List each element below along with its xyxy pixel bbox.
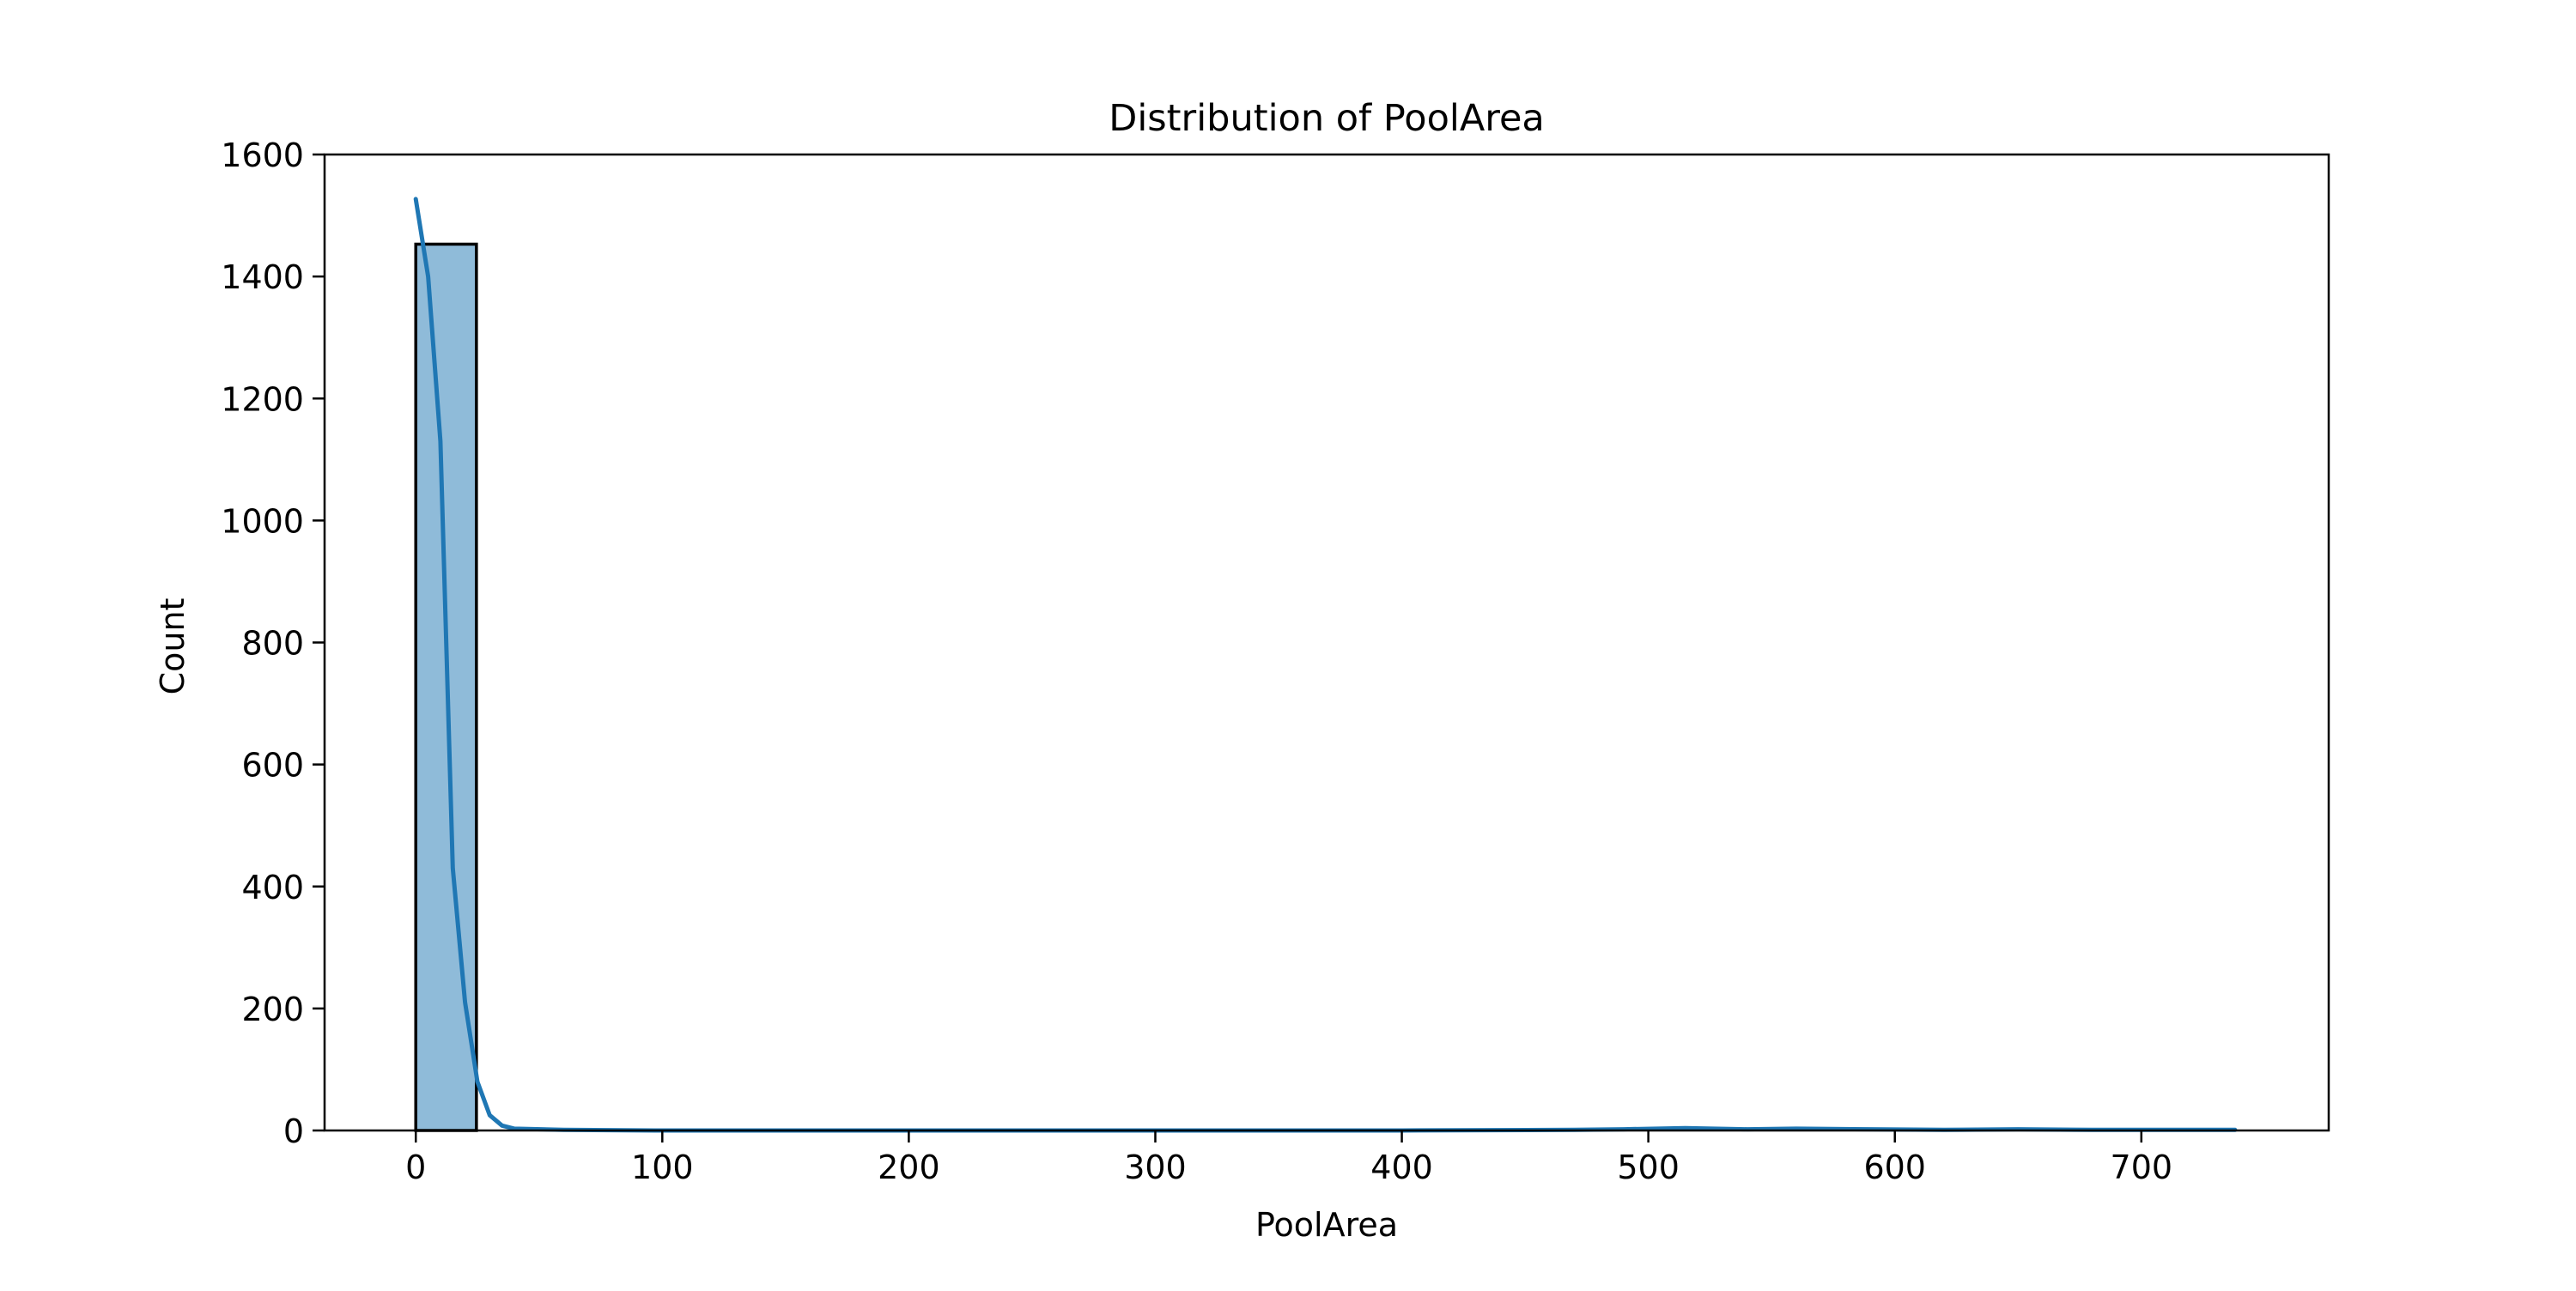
- x-tick-label: 300: [1124, 1149, 1187, 1186]
- x-axis-label: PoolArea: [1255, 1206, 1398, 1244]
- x-tick-label: 500: [1617, 1149, 1680, 1186]
- y-tick-label: 600: [241, 747, 304, 785]
- kde-line: [413, 197, 2238, 1133]
- x-tick-label: 400: [1370, 1149, 1433, 1186]
- y-tick-label: 0: [283, 1112, 304, 1150]
- y-tick-label: 800: [241, 625, 304, 663]
- y-tick-label: 200: [241, 991, 304, 1028]
- y-tick-label: 1400: [221, 258, 304, 296]
- x-tick-label: 100: [631, 1149, 694, 1186]
- y-axis: 0 200 400 600 800 1000 1200 1400 1600: [221, 136, 325, 1150]
- y-tick-label: 1000: [221, 502, 304, 540]
- x-axis: 0 100 200 300 400 500 600 700: [405, 1130, 2172, 1186]
- y-axis-label: Count: [154, 598, 191, 695]
- x-tick-label: 700: [2111, 1149, 2173, 1186]
- chart-title: Distribution of PoolArea: [1109, 97, 1545, 140]
- y-tick-label: 1600: [221, 136, 304, 174]
- x-tick-label: 200: [878, 1149, 940, 1186]
- plot-frame: [323, 153, 2330, 1132]
- x-tick-label: 0: [405, 1149, 426, 1186]
- y-tick-label: 400: [241, 869, 304, 906]
- plot-area: [413, 197, 2238, 1133]
- x-tick-label: 600: [1863, 1149, 1926, 1186]
- y-tick-label: 1200: [221, 380, 304, 418]
